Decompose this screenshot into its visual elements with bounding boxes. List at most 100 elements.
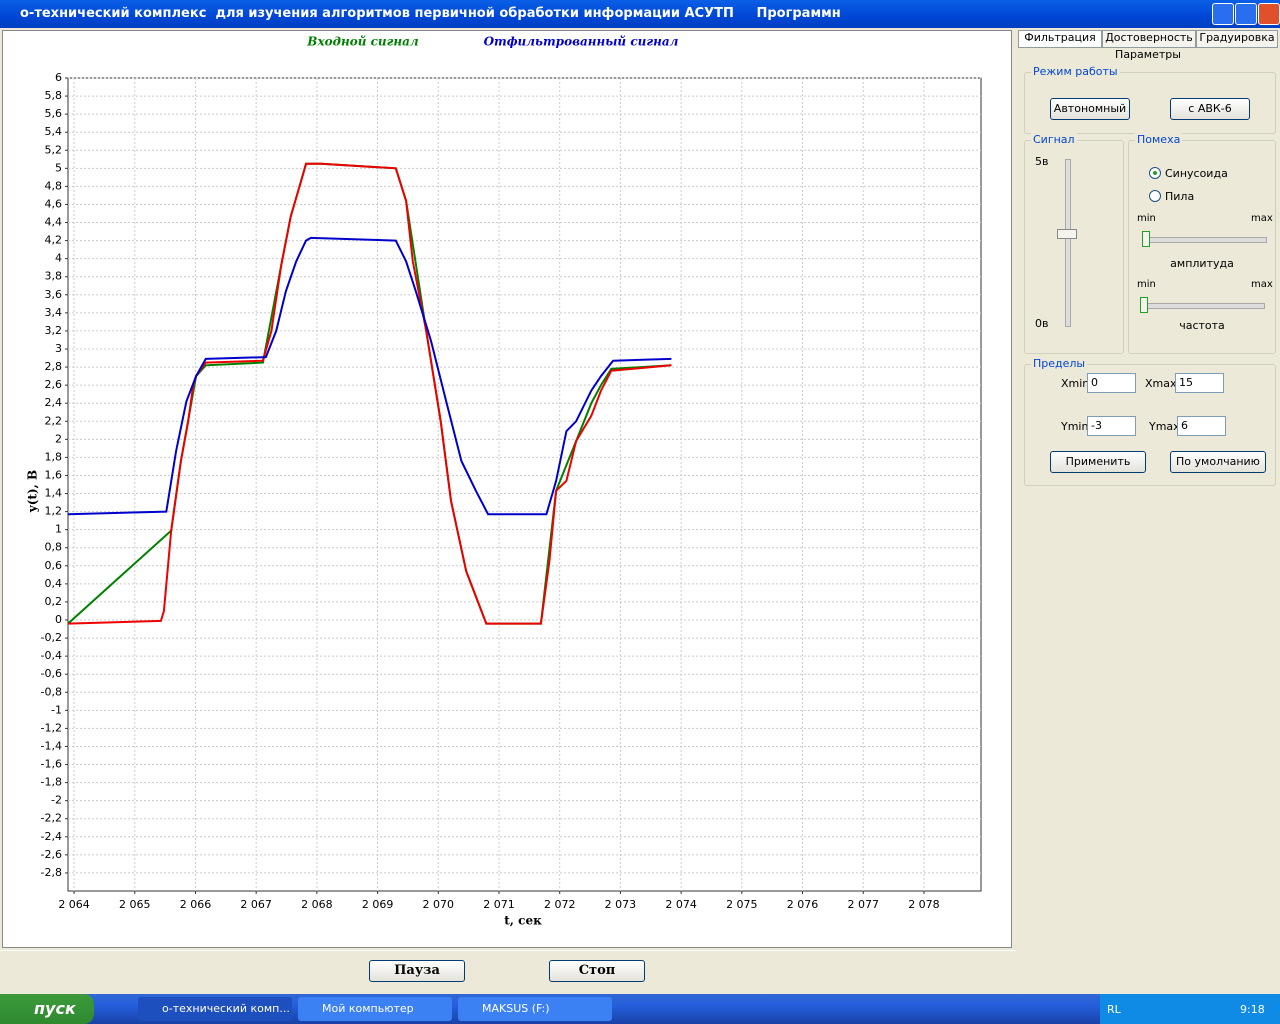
y-tick-label: 4 bbox=[55, 252, 62, 265]
y-tick-label: -2,2 bbox=[41, 812, 62, 825]
label: min bbox=[1137, 213, 1156, 224]
y-tick-label: 3 bbox=[55, 342, 62, 355]
default-button[interactable]: По умолчанию bbox=[1170, 451, 1266, 473]
y-tick-label: -2,4 bbox=[41, 830, 62, 843]
stop-button[interactable]: Стоп bbox=[549, 960, 645, 982]
task-item[interactable]: о-технический комп... bbox=[138, 997, 292, 1021]
label: 0в bbox=[1035, 317, 1049, 330]
label: 5в bbox=[1035, 155, 1049, 168]
ymax-input[interactable]: 6 bbox=[1177, 416, 1226, 436]
radio[interactable] bbox=[1149, 190, 1161, 202]
legend-entry: Отфильтрованный сигнал bbox=[484, 35, 679, 49]
y-tick-label: 1,2 bbox=[45, 505, 63, 518]
series-line bbox=[67, 236, 672, 516]
radio-label: Пила bbox=[1165, 190, 1195, 203]
x-tick-label: 2 070 bbox=[423, 898, 455, 911]
y-tick-label: 1 bbox=[55, 523, 62, 536]
tab[interactable]: Градуировка bbox=[1196, 30, 1278, 48]
group-title: Режим работы bbox=[1031, 65, 1120, 78]
clock: 9:18 bbox=[1240, 1003, 1265, 1016]
control-bar: Пауза Стоп bbox=[0, 950, 1016, 995]
y-tick-label: -1,2 bbox=[41, 721, 62, 734]
x-tick-label: 2 071 bbox=[483, 898, 515, 911]
minimize[interactable] bbox=[1212, 3, 1234, 25]
y-tick-label: 1,8 bbox=[45, 450, 63, 463]
xmax-input[interactable]: 15 bbox=[1175, 373, 1224, 393]
x-tick-label: 2 073 bbox=[605, 898, 637, 911]
label: max bbox=[1251, 279, 1273, 290]
slider-track bbox=[1065, 159, 1071, 327]
label: Xmax bbox=[1145, 377, 1177, 390]
panel-subtitle: Параметры bbox=[1115, 48, 1181, 61]
tab[interactable]: Достоверность bbox=[1102, 30, 1196, 48]
y-tick-label: -0,8 bbox=[41, 685, 62, 698]
y-tick-label: 0,8 bbox=[45, 541, 63, 554]
y-tick-label: 0,6 bbox=[45, 559, 63, 572]
group-title: Пределы bbox=[1031, 357, 1088, 370]
button[interactable]: с АВК-6 bbox=[1170, 98, 1250, 120]
x-tick-label: 2 067 bbox=[240, 898, 272, 911]
x-tick-label: 2 068 bbox=[301, 898, 333, 911]
x-tick-label: 2 066 bbox=[180, 898, 212, 911]
slider-thumb[interactable] bbox=[1142, 231, 1150, 247]
x-axis-label: t, сек bbox=[504, 914, 542, 928]
radio[interactable] bbox=[1149, 167, 1161, 179]
y-tick-label: 0 bbox=[55, 613, 62, 626]
slider-track bbox=[1143, 237, 1267, 243]
y-tick-label: 4,8 bbox=[45, 179, 63, 192]
y-tick-label: 3,4 bbox=[45, 306, 63, 319]
slider-thumb[interactable] bbox=[1057, 229, 1077, 239]
apply-button[interactable]: Применить bbox=[1050, 451, 1146, 473]
pause-button[interactable]: Пауза bbox=[369, 960, 465, 982]
y-tick-label: 3,6 bbox=[45, 288, 63, 301]
window-title: о-технический комплекс для изучения алго… bbox=[20, 6, 841, 21]
x-tick-label: 2 078 bbox=[908, 898, 940, 911]
y-tick-label: 5,8 bbox=[45, 89, 63, 102]
y-tick-label: -1,4 bbox=[41, 739, 62, 752]
label: Ymax bbox=[1149, 420, 1180, 433]
ymin-input[interactable]: -3 bbox=[1087, 416, 1136, 436]
restore[interactable] bbox=[1235, 3, 1257, 25]
y-tick-label: 4,6 bbox=[45, 197, 63, 210]
y-tick-label: -2,8 bbox=[41, 866, 62, 879]
x-tick-label: 2 075 bbox=[726, 898, 758, 911]
y-tick-label: 5,4 bbox=[45, 125, 63, 138]
y-tick-label: -0,2 bbox=[41, 631, 62, 644]
y-tick-label: -1,8 bbox=[41, 776, 62, 789]
slider-thumb[interactable] bbox=[1140, 297, 1148, 313]
group-title: Сигнал bbox=[1031, 133, 1077, 146]
tab[interactable]: Фильтрация bbox=[1018, 30, 1102, 48]
start-button[interactable]: пуск bbox=[0, 994, 94, 1024]
x-tick-label: 2 074 bbox=[665, 898, 697, 911]
y-tick-label: 3,8 bbox=[45, 270, 63, 283]
y-tick-label: 4,2 bbox=[45, 234, 63, 247]
task-item[interactable]: MAKSUS (F:) bbox=[458, 997, 612, 1021]
signal-group: Сигнал 5в 0в bbox=[1024, 133, 1124, 354]
y-tick-label: 5,6 bbox=[45, 107, 63, 120]
y-tick-label: 3,2 bbox=[45, 324, 63, 337]
radio-label: Синусоида bbox=[1165, 167, 1228, 180]
y-tick-label: -1 bbox=[51, 703, 62, 716]
x-tick-label: 2 072 bbox=[544, 898, 576, 911]
y-tick-label: 2,8 bbox=[45, 360, 63, 373]
y-tick-label: 0,4 bbox=[45, 577, 63, 590]
label: Xmin bbox=[1061, 377, 1090, 390]
legend-entry: Входной сигнал bbox=[306, 35, 419, 49]
series-line bbox=[67, 162, 672, 625]
button[interactable]: Автономный bbox=[1050, 98, 1130, 120]
y-tick-label: 5,2 bbox=[45, 143, 63, 156]
y-tick-label: -1,6 bbox=[41, 758, 62, 771]
close[interactable] bbox=[1258, 3, 1280, 25]
task-item[interactable]: Мой компьютер bbox=[298, 997, 452, 1021]
taskbar: пуск о-технический комп... Мой компьютер… bbox=[0, 994, 1280, 1024]
noise-group: Помеха Синусоида Пила min max амплитуда … bbox=[1128, 133, 1276, 354]
slider-track bbox=[1141, 303, 1265, 309]
x-tick-label: 2 076 bbox=[787, 898, 819, 911]
y-tick-label: 2,2 bbox=[45, 414, 63, 427]
language[interactable]: RL bbox=[1107, 1003, 1121, 1016]
y-tick-label: 1,6 bbox=[45, 468, 63, 481]
xmin-input[interactable]: 0 bbox=[1087, 373, 1136, 393]
y-tick-label: 2,4 bbox=[45, 396, 63, 409]
y-tick-label: 1,4 bbox=[45, 487, 63, 500]
